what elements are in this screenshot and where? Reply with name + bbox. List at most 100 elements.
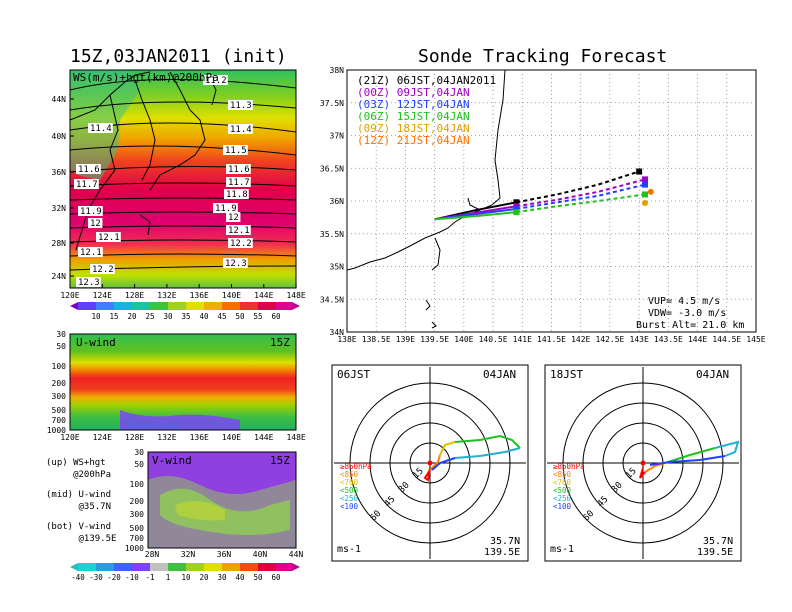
polar-hodograph-segment [454,447,521,459]
polar-hodograph-segment [431,457,456,471]
track-line-dashed [516,170,640,204]
track-lat-tick: 38N [330,66,345,75]
vup-label: VUP= 4.5 m/s [648,296,720,307]
polar-legend-item: <500 [553,486,572,495]
polar-left-panel: 06JST 04JAN ms-1 35.7N 139.5E 15304560≥8… [331,364,529,562]
polar-hodograph-segment [439,441,456,456]
track-lon-tick: 143.5E [654,335,683,344]
burst-alt-label: Burst Alt= 21.0 km [636,320,744,331]
track-lat-tick: 37.5N [320,99,344,108]
wind-colorbar-label: 10 [181,573,191,582]
ws-contour-label-bg [76,164,101,174]
u-wind-pressure-tick: 100 [52,362,67,371]
ws-lon-tick: 124E [93,291,112,300]
polar-hodograph-segment [423,467,431,482]
polar-hodograph-segment [429,454,441,471]
track-lat-tick: 35N [330,263,345,272]
polar-origin-dot [640,460,646,466]
polar-legend-item: ≥850hPa [340,462,372,471]
u-wind-lon-tick: 120E [60,433,79,442]
polar-left-lon: 139.5E [484,547,520,558]
track-line-solid [434,211,517,221]
ws-contour-label-bg [96,232,121,242]
v-wind-pressure-tick: 700 [130,534,145,543]
polar-legend-item: <850 [553,470,572,479]
ws-lat-tick: 32N [52,204,67,213]
ws-colorbar-label: 30 [163,312,173,321]
ws-colorbar-label: 15 [109,312,118,321]
ws-map-coastlines [69,71,217,251]
ws-colorbar-label: 10 [91,312,101,321]
wind-colorbar-labels: -40 -30 -20 -10 -1 1 10 20 30 40 50 60 [71,573,281,582]
u-wind-pressure-tick: 300 [52,392,67,401]
ws-contour-label-bg [223,258,248,268]
ws-map-frame [69,69,297,289]
v-wind-frame [147,451,297,549]
ws-colorbar-label: 50 [235,312,245,321]
wind-colorbar-label: 50 [253,573,263,582]
ws-map-lon-ticks: 120E 124E 128E 132E 136E 140E 144E 148E [60,284,306,300]
note-bot: (bot) V-wind @139.5E [46,522,117,544]
left-title: 15Z,03JAN2011 (init) [70,46,287,67]
polar-legend-item: <250 [553,494,572,503]
polar-hodograph-segment [664,447,716,464]
ws-contour-label-bg [203,75,228,85]
u-wind-pressure-tick: 200 [52,379,67,388]
polar-left-unit: ms-1 [337,544,361,555]
wind-colorbar-label: 60 [271,573,281,582]
u-wind-lon-tick: 124E [93,433,112,442]
track-legend: (21Z) 06JST,04JAN2011(00Z) 09JST,04JAN(0… [357,74,496,147]
track-lat-tick: 34.5N [320,295,344,304]
track-lon-tick: 142.5E [595,335,624,344]
ws-contour-label-bg [78,247,103,257]
ws-lon-tick: 136E [190,291,209,300]
u-wind-frame [69,333,297,431]
v-wind-pressure-tick: 1000 [125,544,144,553]
polar-legend-item: <250 [340,494,359,503]
track-endpoint [636,168,643,175]
track-lon-tick: 140.5E [479,335,508,344]
ws-contour-label: 12.1 [228,226,250,236]
track-lon-tick: 144.5E [712,335,741,344]
right-title: Sonde Tracking Forecast [418,46,667,67]
track-lon-tick: 144E [688,335,707,344]
ws-contour-label-bg [228,238,253,248]
v-wind-pressure-tick: 30 [134,448,144,457]
track-lat-tick: 36.5N [320,164,344,173]
ws-contour-label: 11.3 [230,101,252,111]
track-line-dashed [516,183,646,210]
ws-contour-label: 11.2 [205,76,227,86]
track-line-dashed [516,178,646,208]
ws-lon-tick: 128E [125,291,144,300]
wind-colorbar-label: -10 [125,573,139,582]
polar-left-time: 06JST [337,368,370,381]
ws-contour-label-bg [78,206,103,216]
track-lines [434,168,654,221]
polar-legend-item: <100 [340,502,359,511]
v-wind-pressure-tick: 300 [130,510,145,519]
v-wind-lat-tick: 40N [253,550,268,559]
ws-lat-tick: 28N [52,239,67,248]
ws-contour-label: 11.7 [76,180,98,190]
ws-contour-label-bg [76,277,101,287]
track-lon-tick: 140E [454,335,473,344]
v-wind-lat-tick: 32N [181,550,196,559]
track-lon-tick: 141.5E [537,335,566,344]
ws-contour-label: 12.3 [225,259,247,269]
track-legend-item: (00Z) 09JST,04JAN [357,86,470,99]
track-lon-tick: 139.5E [420,335,449,344]
track-endpoint [641,181,648,188]
u-wind-easterly-core [128,418,180,430]
v-wind-lat-tick: 44N [289,550,304,559]
v-wind-label: V-wind [152,454,192,467]
u-wind-lon-ticks: 120E 124E 128E 132E 136E 140E 144E 148E [60,433,306,442]
ws-contour-label-bg [88,218,103,228]
ws-lat-tick: 36N [52,168,67,177]
wind-colorbar-label: -40 [71,573,85,582]
ws-colorbar-label: 45 [217,312,226,321]
track-legend-item: (21Z) 06JST,04JAN2011 [357,74,496,87]
v-wind-time: 15Z [270,454,290,467]
track-legend-item: (12Z) 21JST,04JAN [357,134,470,147]
ws-colorbar: 10 15 20 25 30 35 40 45 50 55 60 [70,302,300,321]
